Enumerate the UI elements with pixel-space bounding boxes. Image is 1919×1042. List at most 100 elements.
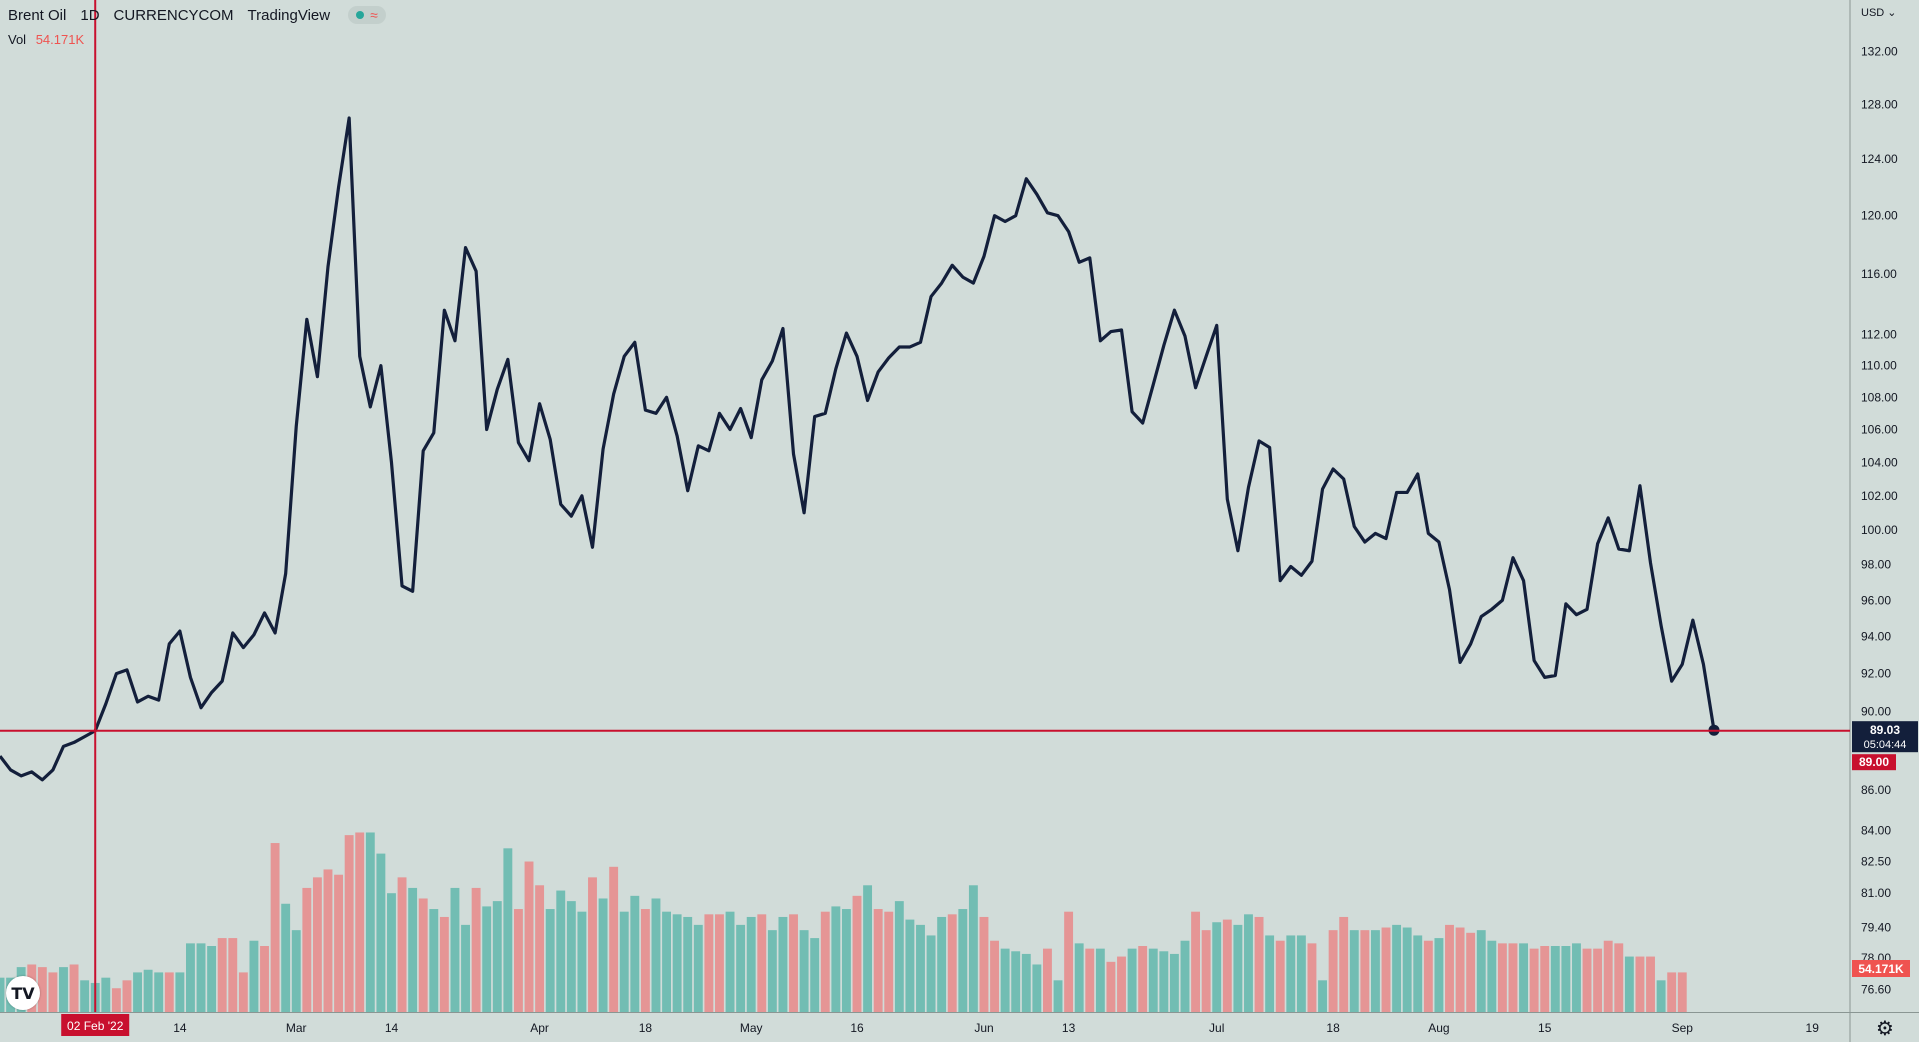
volume-bar <box>1148 948 1158 1012</box>
crosshair-date-badge <box>61 1014 130 1036</box>
volume-bar <box>630 895 640 1012</box>
volume-bar <box>69 964 79 1012</box>
volume-bar <box>863 885 873 1012</box>
y-tick-label: 76.60 <box>1861 982 1891 996</box>
volume-bar <box>683 916 693 1012</box>
volume-bar <box>1413 935 1423 1012</box>
volume-bar <box>1000 948 1010 1012</box>
volume-bar <box>884 911 894 1012</box>
y-tick-label: 82.50 <box>1861 855 1891 869</box>
x-tick-label: 16 <box>850 1021 864 1035</box>
volume-label: Vol <box>8 32 27 47</box>
volume-bar <box>810 938 820 1012</box>
x-tick-label: 15 <box>1538 1021 1552 1035</box>
volume-bar <box>958 909 968 1012</box>
y-tick-label: 106.00 <box>1861 423 1898 437</box>
volume-bar <box>1572 943 1581 1012</box>
volume-bar <box>545 909 555 1012</box>
volume-badge-label: 54.171K <box>1858 962 1904 976</box>
symbol-name[interactable]: Brent Oil <box>8 6 67 24</box>
last-price-badge <box>1852 721 1918 753</box>
y-tick-label: 92.00 <box>1861 667 1891 681</box>
volume-bar <box>1624 956 1634 1012</box>
volume-bar <box>164 972 174 1012</box>
volume-bar <box>1222 919 1232 1012</box>
volume-bar <box>122 980 132 1012</box>
volume-bar <box>1593 948 1603 1012</box>
settings-gear-icon[interactable]: ⚙ <box>1876 1016 1894 1040</box>
volume-bar <box>894 901 904 1012</box>
volume-bar <box>1095 948 1105 1012</box>
volume-bar <box>80 980 90 1012</box>
crosshair-price-label: 89.00 <box>1859 755 1889 769</box>
volume-bar <box>260 946 269 1012</box>
volume-bar <box>1339 916 1349 1012</box>
last-price-label: 89.03 <box>1870 723 1900 737</box>
volume-bar <box>1127 948 1137 1012</box>
volume-value: 54.171K <box>35 32 85 47</box>
crosshair-date-label: 02 Feb '22 <box>67 1019 124 1033</box>
volume-bar <box>482 906 492 1012</box>
volume-bar <box>979 916 989 1012</box>
y-tick-label: 110.00 <box>1861 359 1897 373</box>
volume-bar <box>439 916 449 1012</box>
volume-bar <box>704 914 714 1012</box>
volume-bar <box>1582 948 1592 1012</box>
y-tick-label: 116.00 <box>1861 267 1897 281</box>
volume-bar <box>609 866 619 1012</box>
volume-bar <box>281 903 291 1012</box>
axis-labels: 132.00 128.00 124.00 120.00 116.00 112.00 110.… <box>61 7 1918 1036</box>
chart-legend[interactable]: Brent Oil 1D CURRENCYCOM TradingView ≈ <box>8 6 386 24</box>
status-pill[interactable]: ≈ <box>348 6 386 24</box>
volume-bar <box>556 890 566 1012</box>
exchange-label: CURRENCYCOM <box>113 6 234 24</box>
volume-bar <box>1117 956 1126 1012</box>
x-tick-label: Jun <box>974 1021 993 1035</box>
volume-bar <box>418 898 428 1012</box>
volume-bar <box>640 909 650 1012</box>
y-tick-label: 90.00 <box>1861 705 1891 719</box>
volume-bar <box>1201 930 1211 1012</box>
y-tick-label: 102.00 <box>1861 489 1898 503</box>
volume-bar <box>1402 927 1412 1012</box>
volume-bar <box>1550 946 1560 1012</box>
volume-bar <box>820 911 830 1012</box>
volume-bar <box>228 938 238 1012</box>
volume-bar <box>323 869 333 1012</box>
volume-bar <box>186 943 195 1012</box>
volume-bar <box>1307 943 1317 1012</box>
volume-bar <box>1233 924 1243 1012</box>
volume-bar <box>1519 943 1528 1012</box>
interval-label[interactable]: 1D <box>80 6 100 24</box>
volume-bar <box>725 911 735 1012</box>
volume-bar <box>217 938 227 1012</box>
volume-legend[interactable]: Vol 54.171K <box>8 32 84 47</box>
volume-bars <box>0 832 1687 1012</box>
volume-bar <box>1603 940 1613 1012</box>
volume-bar <box>1159 951 1169 1012</box>
volume-bar <box>1392 924 1402 1012</box>
tradingview-logo-icon[interactable]: TV <box>6 976 40 1010</box>
y-tick-label: 96.00 <box>1861 593 1891 607</box>
volume-bar <box>588 877 597 1012</box>
x-tick-label: Jul <box>1209 1021 1224 1035</box>
volume-bar <box>143 969 153 1012</box>
volume-bar <box>577 911 587 1012</box>
volume-bar <box>1138 946 1148 1012</box>
volume-bar <box>1349 930 1359 1012</box>
volume-bar <box>799 930 809 1012</box>
volume-bar <box>947 914 957 1012</box>
volume-bar <box>789 914 798 1012</box>
volume-bar <box>1656 980 1666 1012</box>
x-tick-label: 19 <box>1806 1021 1820 1035</box>
price-line <box>0 116 1716 782</box>
x-tick-label: 14 <box>173 1021 187 1035</box>
volume-bar <box>503 848 513 1012</box>
volume-bar <box>1487 940 1497 1012</box>
x-tick-label: Mar <box>286 1021 307 1035</box>
volume-bar <box>873 909 883 1012</box>
volume-bar <box>1328 930 1338 1012</box>
volume-bar <box>1370 930 1380 1012</box>
